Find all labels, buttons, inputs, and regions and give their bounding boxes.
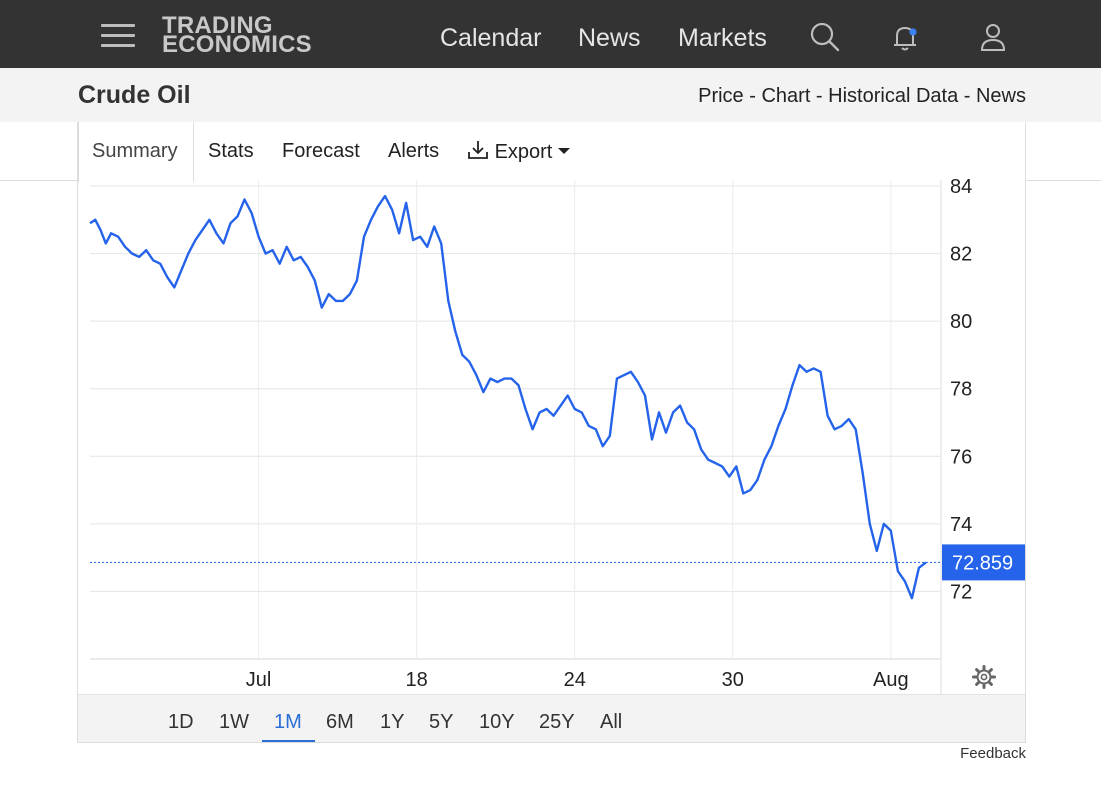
link-chart[interactable]: Chart: [761, 85, 811, 107]
sub-links: Price - Chart - Historical Data - News: [698, 85, 1026, 108]
nav-news[interactable]: News: [578, 24, 641, 52]
download-icon: [468, 141, 488, 159]
user-icon[interactable]: [976, 20, 1010, 54]
range-selected-indicator: [262, 740, 315, 742]
range-1m[interactable]: 1M: [274, 711, 302, 733]
tab-export[interactable]: Export: [467, 140, 570, 164]
x-tick-label: 30: [722, 669, 744, 691]
link-separator: -: [958, 85, 976, 107]
last-value-label: 72.859: [952, 552, 1013, 574]
menu-icon[interactable]: [101, 24, 135, 48]
range-selector: [78, 694, 1025, 742]
top-navbar: [0, 0, 1101, 68]
tab-summary[interactable]: Summary: [78, 122, 194, 182]
series-line[interactable]: [89, 194, 927, 600]
y-tick-label: 78: [950, 379, 972, 401]
last-value-badge: [942, 544, 1025, 581]
chart-grid: [90, 180, 942, 694]
y-tick-label: 76: [950, 446, 972, 468]
site-logo[interactable]: TRADING ECONOMICS: [162, 12, 312, 58]
range-1w[interactable]: 1W: [219, 711, 249, 733]
tab-forecast[interactable]: Forecast: [282, 140, 360, 162]
x-axis: Jul 18 24 30 Aug: [246, 669, 909, 691]
x-tick-label: 18: [406, 669, 428, 691]
y-tick-label: 74: [950, 514, 972, 536]
feedback-link[interactable]: Feedback: [960, 745, 1026, 762]
link-separator: -: [810, 85, 829, 107]
x-tick-label: Aug: [873, 669, 909, 691]
nav-calendar[interactable]: Calendar: [440, 24, 542, 52]
x-tick-label: Jul: [246, 669, 272, 691]
export-label: Export: [494, 141, 553, 163]
range-1y[interactable]: 1Y: [380, 711, 405, 733]
nav-markets[interactable]: Markets: [678, 24, 767, 52]
range-6m[interactable]: 6M: [326, 711, 354, 733]
range-25y[interactable]: 25Y: [539, 711, 575, 733]
sub-header: [0, 68, 1101, 122]
y-tick-label: 80: [950, 311, 972, 333]
caret-down-icon: [557, 148, 570, 154]
range-10y[interactable]: 10Y: [479, 711, 515, 733]
tab-stats[interactable]: Stats: [208, 140, 254, 162]
y-tick-label: 82: [950, 244, 972, 266]
tab-alerts[interactable]: Alerts: [388, 140, 440, 162]
link-news[interactable]: News: [975, 85, 1026, 107]
range-1d[interactable]: 1D: [168, 711, 194, 733]
link-price[interactable]: Price: [698, 85, 744, 107]
search-icon[interactable]: [808, 20, 842, 54]
settings-gear-icon[interactable]: [972, 665, 996, 689]
link-historical-data[interactable]: Historical Data: [828, 85, 959, 107]
range-5y[interactable]: 5Y: [429, 711, 454, 733]
link-separator: -: [743, 85, 762, 107]
range-all[interactable]: All: [600, 711, 623, 733]
y-axis: 72 74 76 78 80 82 84: [950, 176, 972, 603]
y-tick-label: 72: [950, 581, 972, 603]
notification-dot-icon: [909, 28, 917, 36]
x-tick-label: 24: [564, 669, 586, 691]
y-tick-label: 84: [950, 176, 972, 198]
bell-icon[interactable]: [888, 20, 922, 54]
page-title: Crude Oil: [78, 81, 191, 109]
logo-line2: ECONOMICS: [162, 31, 312, 58]
logo-line1: TRADING: [162, 12, 273, 39]
chart-frame: [77, 122, 1026, 743]
